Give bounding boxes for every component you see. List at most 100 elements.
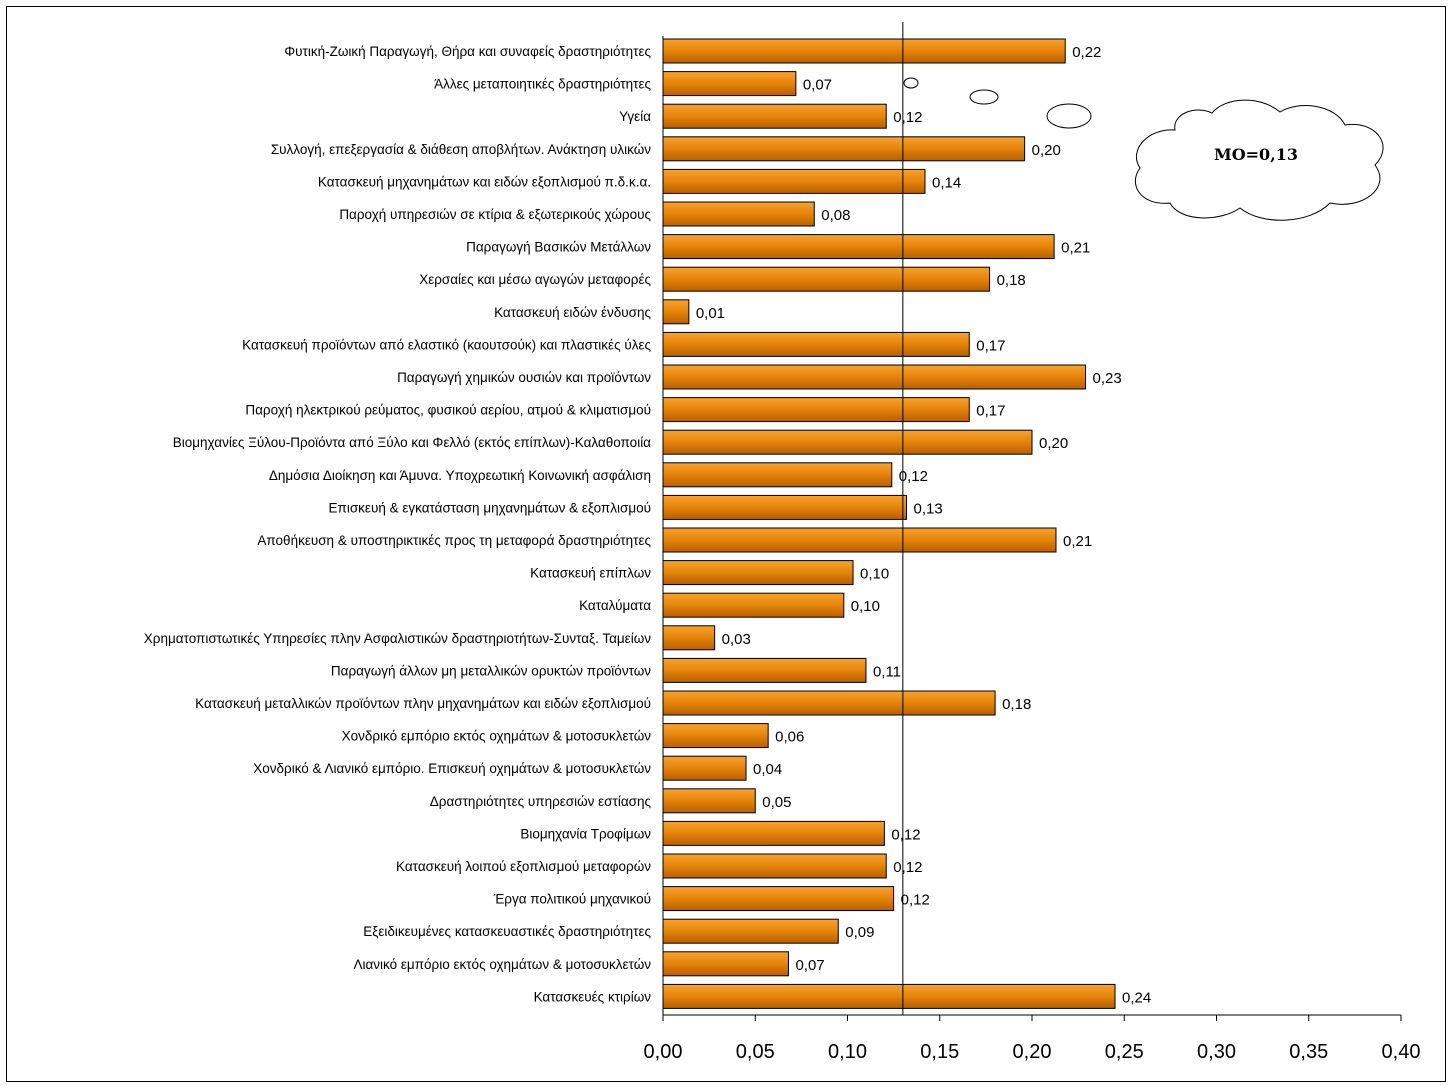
value-label: 0,21: [1063, 533, 1092, 550]
bar: [662, 168, 926, 194]
category-label: Κατασκευή επίπλων: [530, 566, 651, 581]
category-label: Φυτική-Ζωική Παραγωγή, Θήρα και συναφείς…: [284, 44, 651, 59]
bar: [662, 560, 854, 586]
thought-bubble-dot-large: [1046, 103, 1092, 129]
value-label: 0,23: [1093, 370, 1122, 387]
value-label: 0,12: [893, 859, 922, 876]
category-label: Δημόσια Διοίκηση και Άμυνα. Υποχρεωτική …: [269, 468, 651, 483]
value-label: 0,14: [932, 174, 961, 191]
bar: [662, 266, 991, 292]
x-tick-label: 0,05: [736, 1041, 775, 1063]
bar: [662, 625, 716, 651]
mean-cloud-shape: [1134, 99, 1384, 221]
bar: [662, 820, 885, 846]
category-label: Επισκευή & εγκατάσταση μηχανημάτων & εξο…: [329, 500, 651, 515]
category-label: Κατασκευή προϊόντων από ελαστικό (καουτσ…: [242, 337, 651, 352]
bar: [662, 71, 797, 97]
category-label: Παραγωγή Βασικών Μετάλλων: [466, 240, 651, 255]
value-label: 0,12: [891, 826, 920, 843]
value-label: 0,17: [976, 403, 1005, 420]
category-label: Λιανικό εμπόριο εκτός οχημάτων & μοτοσυκ…: [353, 957, 651, 972]
annotation-layer: ΜΟ=0,13: [902, 22, 1384, 1015]
thought-bubble-dot-small: [903, 77, 919, 89]
category-label: Χρηματοπιστωτικές Υπηρεσίες πλην Ασφαλισ…: [144, 631, 651, 646]
category-label: Άλλες μεταποιητικές δραστηριότητες: [434, 77, 651, 92]
x-tick-label: 0,00: [644, 1041, 683, 1063]
value-label: 0,24: [1122, 989, 1151, 1006]
bar: [662, 462, 893, 488]
category-label: Παραγωγή χημικών ουσιών και προϊόντων: [397, 370, 651, 385]
x-tick-label: 0,35: [1289, 1041, 1328, 1063]
value-label: 0,07: [795, 957, 824, 974]
bar: [662, 429, 1033, 455]
bar: [662, 918, 839, 944]
value-label: 0,04: [753, 761, 782, 778]
value-label: 0,10: [851, 598, 880, 615]
bar: [662, 690, 996, 716]
value-label: 0,12: [893, 109, 922, 126]
mean-label: ΜΟ=0,13: [1214, 145, 1298, 164]
bar: [662, 299, 690, 325]
thought-bubble-dot-medium: [969, 89, 999, 105]
bar: [662, 38, 1066, 64]
x-tick-label: 0,15: [920, 1041, 959, 1063]
bar: [662, 983, 1116, 1009]
value-label: 0,18: [1002, 696, 1031, 713]
bar: [662, 853, 887, 879]
bar: [662, 788, 756, 814]
value-label: 0,17: [976, 337, 1005, 354]
category-label: Βιομηχανίες Ξύλου-Προϊόντα από Ξύλο και …: [173, 435, 651, 450]
bar: [662, 397, 970, 423]
value-label: 0,01: [696, 305, 725, 322]
bar: [662, 723, 769, 749]
category-label: Χονδρικό & Λιανικό εμπόριο. Επισκευή οχη…: [253, 761, 651, 776]
x-axis: 0,00 0,05 0,10 0,15 0,20 0,25 0,30 0,35 0,40: [644, 36, 1421, 1063]
value-label: 0,10: [860, 566, 889, 583]
value-label: 0,20: [1039, 435, 1068, 452]
category-label: Παραγωγή άλλων μη μεταλλικών ορυκτών προ…: [331, 663, 651, 678]
value-label: 0,05: [762, 794, 791, 811]
value-label: 0,13: [914, 500, 943, 517]
category-label: Έργα πολιτικού μηχανικού: [493, 892, 651, 907]
value-label: 0,22: [1072, 44, 1101, 61]
value-label: 0,12: [901, 892, 930, 909]
value-label: 0,06: [775, 729, 804, 746]
category-label: Κατασκευές κτιρίων: [534, 989, 652, 1004]
category-label: Καταλύματα: [579, 598, 651, 613]
bar: [662, 886, 895, 912]
bar: [662, 527, 1057, 553]
category-label: Εξειδικευμένες κατασκευαστικές δραστηριό…: [363, 924, 651, 939]
category-label: Χερσαίες και μέσω αγωγών μεταφορές: [419, 272, 651, 287]
category-label: Αποθήκευση & υποστηρικτικές προς τη μετα…: [257, 533, 651, 548]
x-tick-label: 0,25: [1105, 1041, 1144, 1063]
bar: [662, 951, 789, 977]
category-label: Κατασκευή λοιπού εξοπλισμού μεταφορών: [396, 859, 651, 874]
category-label: Βιομηχανία Τροφίμων: [520, 826, 651, 841]
bar: [662, 494, 908, 520]
category-label: Παροχή ηλεκτρικού ρεύματος, φυσικού αερί…: [245, 403, 651, 418]
bar: [662, 136, 1026, 162]
bar: [662, 201, 815, 227]
category-label: Παροχή υπηρεσιών σε κτίρια & εξωτερικούς…: [339, 207, 651, 222]
value-label: 0,20: [1032, 142, 1061, 159]
value-label: 0,18: [997, 272, 1026, 289]
value-label: 0,03: [722, 631, 751, 648]
value-label: 0,08: [821, 207, 850, 224]
value-label: 0,09: [845, 924, 874, 941]
bar: [662, 331, 970, 357]
category-label: Υγεία: [619, 109, 651, 124]
bar: [662, 364, 1087, 390]
bars-layer: Φυτική-Ζωική Παραγωγή, Θήρα και συναφείς…: [144, 38, 1151, 1009]
x-tick-label: 0,40: [1382, 1041, 1421, 1063]
bar: [662, 103, 887, 129]
bar: [662, 657, 867, 683]
value-label: 0,07: [803, 77, 832, 94]
x-tick-label: 0,20: [1013, 1041, 1052, 1063]
category-label: Χονδρικό εμπόριο εκτός οχημάτων & μοτοσυ…: [342, 729, 652, 744]
value-label: 0,11: [873, 663, 901, 680]
bar: [662, 592, 845, 618]
x-tick-label: 0,10: [828, 1041, 867, 1063]
category-label: Κατασκευή μηχανημάτων και ειδών εξοπλισμ…: [318, 174, 651, 189]
category-label: Κατασκευή ειδών ένδυσης: [494, 305, 651, 320]
